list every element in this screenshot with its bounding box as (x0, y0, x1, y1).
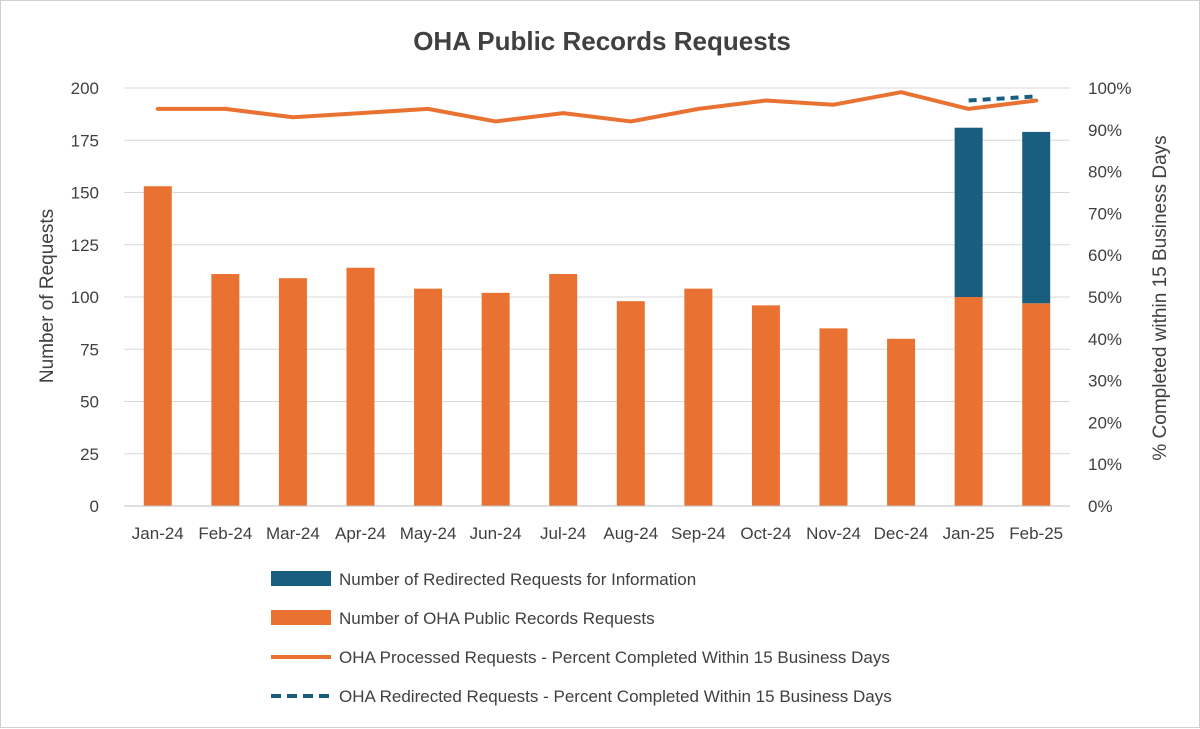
bar (549, 274, 578, 506)
y-axis-title: Number of Requests (37, 209, 58, 383)
y-tick-label: 175 (71, 131, 99, 150)
y2-tick-label: 10% (1088, 455, 1122, 474)
legend-label: Number of Redirected Requests for Inform… (339, 570, 696, 589)
y2-tick-label: 20% (1088, 413, 1122, 432)
bar (616, 301, 645, 506)
y2-tick-label: 80% (1088, 163, 1122, 182)
bar (143, 186, 172, 507)
y2-tick-label: 50% (1088, 288, 1122, 307)
y-tick-label: 125 (71, 236, 99, 255)
bar (346, 267, 375, 506)
legend-label: Number of OHA Public Records Requests (339, 609, 655, 628)
y-tick-label: 0 (90, 497, 99, 516)
x-tick-label: Jul-24 (540, 524, 586, 543)
legend-swatch (271, 571, 331, 586)
legend: Number of Redirected Requests for Inform… (271, 570, 892, 706)
y-tick-label: 25 (80, 445, 99, 464)
x-tick-label: Feb-25 (1009, 524, 1063, 543)
gridlines (124, 87, 1070, 507)
x-tick-label: Jan-24 (132, 524, 184, 543)
bar (1022, 131, 1051, 304)
x-tick-label: Sep-24 (671, 524, 726, 543)
bar (1022, 303, 1051, 506)
bar (684, 288, 713, 506)
y2-tick-label: 0% (1088, 497, 1113, 516)
y2-axis-title: % Completed within 15 Business Days (1150, 135, 1171, 460)
bar (887, 338, 916, 506)
x-tick-label: Feb-24 (198, 524, 252, 543)
series-line (155, 90, 1039, 124)
bar (211, 274, 240, 506)
x-tick-label: Apr-24 (335, 524, 386, 543)
axes: 0 25 50 75 100 125 150 175 200 0% 10% 20% 30% 40% 50% 6… (71, 79, 1132, 543)
y-tick-label: 50 (80, 393, 99, 412)
bar (414, 288, 443, 506)
y2-tick-label: 70% (1088, 204, 1122, 223)
x-tick-label: Oct-24 (740, 524, 791, 543)
series-line (968, 94, 1037, 103)
legend-label: OHA Processed Requests - Percent Complet… (339, 648, 890, 667)
bar (954, 127, 983, 298)
y2-tick-label: 30% (1088, 372, 1122, 391)
y-tick-label: 150 (71, 184, 99, 203)
y2-tick-label: 90% (1088, 121, 1122, 140)
y2-tick-label: 100% (1088, 79, 1131, 98)
bar (819, 328, 848, 506)
bar (751, 305, 780, 506)
y-tick-label: 200 (71, 79, 99, 98)
y2-tick-label: 40% (1088, 330, 1122, 349)
bars (143, 127, 1051, 507)
legend-label: OHA Redirected Requests - Percent Comple… (339, 687, 892, 706)
x-tick-label: May-24 (400, 524, 457, 543)
legend-swatch (271, 610, 331, 625)
y-tick-label: 75 (80, 340, 99, 359)
y2-tick-label: 60% (1088, 246, 1122, 265)
x-tick-label: Jun-24 (470, 524, 522, 543)
x-tick-label: Dec-24 (874, 524, 929, 543)
bar (278, 278, 307, 506)
lines (155, 90, 1039, 124)
bar (481, 292, 510, 506)
bar (954, 297, 983, 506)
x-tick-label: Jan-25 (943, 524, 995, 543)
chart-title: OHA Public Records Requests (413, 26, 791, 56)
x-tick-label: Aug-24 (603, 524, 658, 543)
x-tick-label: Mar-24 (266, 524, 320, 543)
y-tick-label: 100 (71, 288, 99, 307)
x-tick-label: Nov-24 (806, 524, 861, 543)
